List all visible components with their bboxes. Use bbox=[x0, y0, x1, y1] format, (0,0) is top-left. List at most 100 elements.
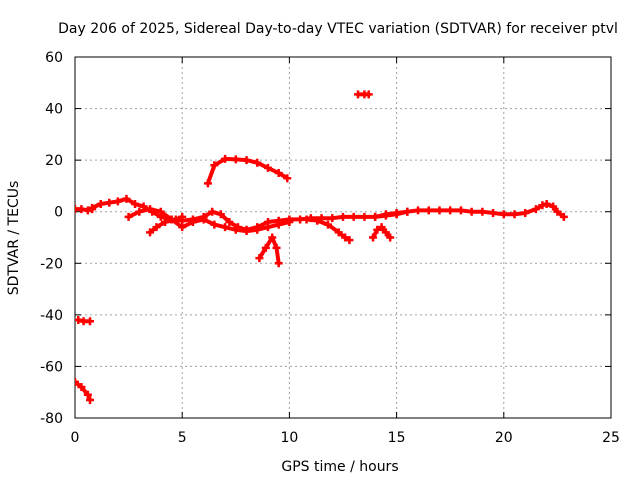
data-point bbox=[124, 212, 133, 221]
data-point bbox=[225, 218, 234, 227]
series-low-start bbox=[75, 377, 95, 404]
series-dip-2 bbox=[146, 212, 187, 237]
y-tick-label: -20 bbox=[40, 256, 63, 272]
series-dip-9 bbox=[255, 233, 283, 268]
data-point bbox=[339, 212, 347, 221]
data-point bbox=[77, 205, 86, 214]
data-point bbox=[302, 215, 311, 224]
data-point bbox=[274, 259, 283, 268]
data-point bbox=[345, 236, 354, 245]
series-right-tail bbox=[371, 207, 412, 221]
data-point bbox=[178, 223, 187, 232]
y-tick-label: -60 bbox=[40, 359, 63, 375]
data-point bbox=[199, 215, 208, 224]
data-point bbox=[478, 207, 487, 216]
data-point bbox=[242, 227, 251, 236]
data-point bbox=[146, 205, 155, 214]
data-point bbox=[253, 225, 262, 234]
data-point bbox=[231, 225, 240, 234]
data-point bbox=[146, 228, 155, 237]
plot-frame bbox=[74, 56, 612, 419]
series-arc-11-13 bbox=[302, 215, 354, 245]
data-point bbox=[255, 254, 264, 263]
data-point bbox=[261, 243, 270, 252]
data-point bbox=[381, 228, 390, 237]
chart-title: Day 206 of 2025, Sidereal Day-to-day VTE… bbox=[58, 21, 618, 37]
data-point bbox=[542, 199, 551, 208]
series-track bbox=[126, 207, 292, 234]
data-point bbox=[221, 223, 230, 232]
data-point bbox=[467, 207, 476, 216]
data-point bbox=[86, 395, 95, 404]
data-point bbox=[377, 223, 386, 232]
data-point bbox=[221, 154, 230, 163]
data-point bbox=[456, 206, 465, 215]
data-point bbox=[328, 214, 337, 223]
data-point bbox=[131, 199, 140, 208]
data-point bbox=[510, 210, 519, 219]
data-point bbox=[323, 220, 332, 229]
data-point bbox=[489, 209, 498, 218]
data-point bbox=[122, 194, 131, 203]
data-point bbox=[263, 163, 272, 172]
series-dip-14 bbox=[369, 223, 395, 242]
data-point bbox=[105, 198, 114, 207]
data-point bbox=[521, 209, 530, 218]
data-point bbox=[274, 169, 283, 178]
data-point bbox=[216, 210, 225, 219]
x-tick-label: 15 bbox=[388, 430, 406, 446]
data-point bbox=[88, 203, 97, 212]
data-point bbox=[392, 209, 401, 218]
y-tick-label: 0 bbox=[54, 205, 63, 221]
data-point bbox=[435, 206, 444, 215]
data-point bbox=[549, 202, 558, 211]
y-tick-label: 20 bbox=[45, 153, 63, 169]
data-point bbox=[446, 206, 455, 215]
data-point bbox=[313, 216, 322, 225]
data-point bbox=[96, 199, 105, 208]
data-point bbox=[531, 205, 540, 214]
data-point bbox=[83, 206, 92, 215]
data-point bbox=[171, 215, 180, 224]
y-tick-label: -80 bbox=[40, 411, 63, 427]
data-point bbox=[403, 207, 412, 216]
series-neg42 bbox=[75, 316, 95, 326]
data-point bbox=[178, 212, 187, 221]
data-point bbox=[272, 243, 281, 252]
data-point bbox=[83, 390, 92, 399]
data-point bbox=[75, 316, 83, 325]
data-point bbox=[381, 210, 390, 219]
series-upper-arc bbox=[203, 154, 292, 188]
data-point bbox=[285, 218, 294, 227]
x-tick-label: 25 bbox=[602, 430, 620, 446]
data-point bbox=[242, 156, 251, 165]
data-point bbox=[268, 233, 277, 242]
x-tick-label: 20 bbox=[495, 430, 513, 446]
data-point bbox=[156, 207, 165, 216]
x-tick-label: 5 bbox=[178, 430, 187, 446]
data-point bbox=[424, 206, 433, 215]
data-point bbox=[360, 212, 369, 221]
data-point bbox=[371, 212, 380, 221]
x-tick-label: 10 bbox=[280, 430, 298, 446]
data-point bbox=[349, 212, 358, 221]
data-point bbox=[274, 220, 283, 229]
data-point bbox=[77, 383, 86, 392]
data-point bbox=[538, 201, 547, 210]
data-point bbox=[334, 228, 343, 237]
data-point bbox=[152, 223, 161, 232]
y-tick-label: 60 bbox=[45, 50, 63, 66]
series-track bbox=[373, 209, 410, 219]
data-point bbox=[386, 233, 395, 242]
data-point bbox=[113, 197, 122, 206]
data-point bbox=[364, 90, 373, 99]
y-axis-label: SDTVAR / TECUs bbox=[6, 181, 22, 296]
data-point bbox=[414, 206, 423, 215]
data-point bbox=[161, 218, 170, 227]
data-point bbox=[135, 207, 144, 216]
data-point bbox=[373, 225, 382, 234]
data-point bbox=[231, 155, 240, 164]
data-point bbox=[283, 174, 292, 183]
data-point bbox=[369, 233, 378, 242]
